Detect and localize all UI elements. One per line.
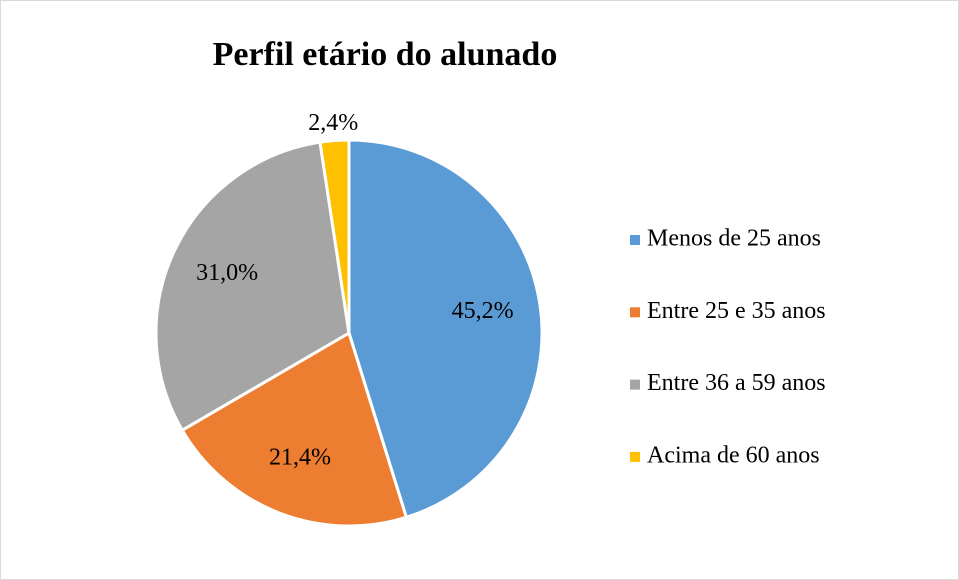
chart-title: Perfil etário do alunado xyxy=(213,36,558,73)
data-label: 31,0% xyxy=(196,260,258,286)
data-label: 21,4% xyxy=(269,444,331,470)
legend-label: Menos de 25 anos xyxy=(647,226,821,252)
pie-slice xyxy=(180,330,409,528)
legend-swatch xyxy=(630,235,640,245)
pie-slice xyxy=(347,138,544,520)
legend-swatch xyxy=(630,451,640,462)
legend-label: Entre 36 a 59 anos xyxy=(647,370,826,396)
legend-swatch xyxy=(630,307,640,318)
legend-label: Entre 25 e 35 anos xyxy=(647,298,826,324)
pie-slice xyxy=(318,138,351,334)
data-label: 2,4% xyxy=(308,110,358,136)
legend-label: Acima de 60 anos xyxy=(647,442,820,468)
pie-slice xyxy=(154,140,351,433)
legend-swatch xyxy=(630,379,640,390)
data-label: 45,2% xyxy=(452,298,514,324)
